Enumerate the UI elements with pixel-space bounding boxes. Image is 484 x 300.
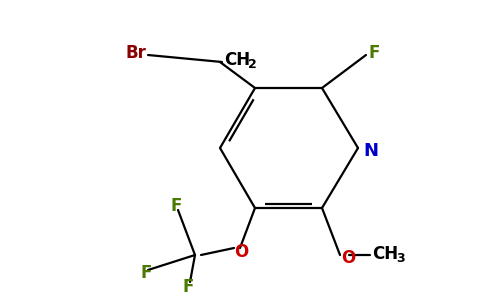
Text: F: F (140, 264, 151, 282)
Text: F: F (369, 44, 380, 62)
Text: O: O (234, 243, 248, 261)
Text: CH: CH (372, 245, 398, 263)
Text: F: F (170, 197, 182, 215)
Text: CH: CH (224, 51, 250, 69)
Text: O: O (341, 249, 355, 267)
Text: F: F (182, 278, 194, 296)
Text: 2: 2 (248, 58, 257, 70)
Text: N: N (363, 142, 378, 160)
Text: 3: 3 (396, 251, 405, 265)
Text: Br: Br (125, 44, 146, 62)
